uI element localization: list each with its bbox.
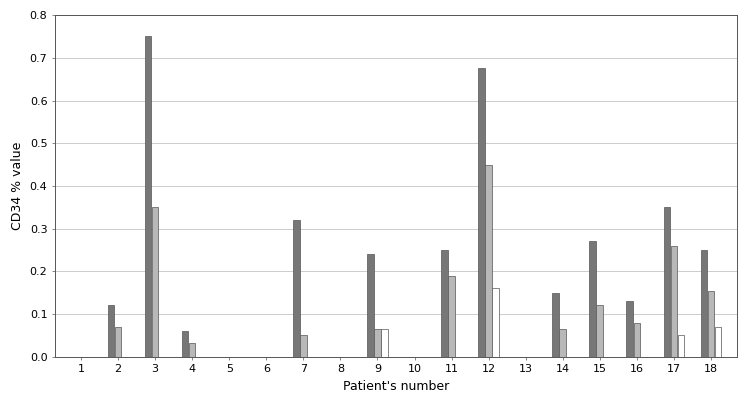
Bar bbox=[589, 242, 596, 357]
Bar bbox=[478, 69, 485, 357]
Bar bbox=[560, 329, 566, 357]
Bar bbox=[670, 246, 677, 357]
Bar bbox=[701, 250, 708, 357]
Bar bbox=[188, 343, 195, 357]
Bar bbox=[492, 288, 499, 357]
Bar bbox=[678, 335, 684, 357]
Bar bbox=[293, 220, 300, 357]
Bar bbox=[381, 329, 387, 357]
Y-axis label: CD34 % value: CD34 % value bbox=[11, 142, 24, 230]
Bar bbox=[663, 207, 670, 357]
Bar bbox=[634, 322, 640, 357]
Bar bbox=[627, 301, 633, 357]
Bar bbox=[552, 292, 559, 357]
Bar bbox=[714, 327, 721, 357]
Bar bbox=[448, 276, 455, 357]
Bar bbox=[152, 207, 159, 357]
Bar bbox=[485, 164, 492, 357]
Bar bbox=[114, 327, 121, 357]
Bar bbox=[144, 36, 151, 357]
Bar bbox=[374, 329, 381, 357]
Bar bbox=[596, 305, 603, 357]
Bar bbox=[182, 331, 188, 357]
Bar bbox=[708, 290, 714, 357]
Bar bbox=[108, 305, 114, 357]
Bar bbox=[300, 335, 307, 357]
Bar bbox=[367, 254, 374, 357]
Bar bbox=[441, 250, 448, 357]
X-axis label: Patient's number: Patient's number bbox=[343, 380, 449, 393]
